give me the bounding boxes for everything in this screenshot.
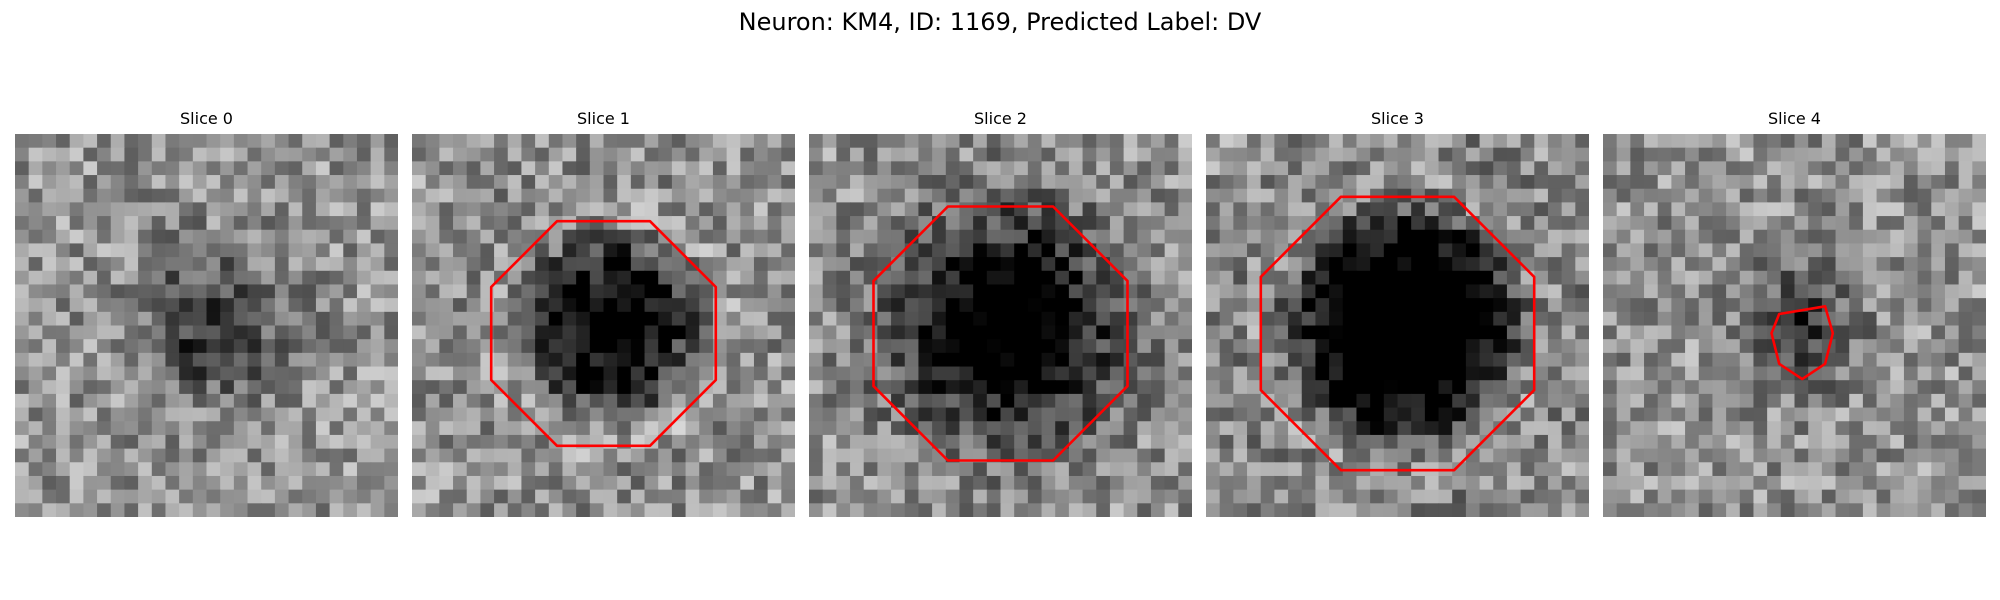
slice-title: Slice 3: [1371, 109, 1424, 128]
slice-image: [809, 134, 1192, 517]
slice-image: [412, 134, 795, 517]
slice-title: Slice 1: [577, 109, 630, 128]
figure-title: Neuron: KM4, ID: 1169, Predicted Label: …: [738, 8, 1262, 36]
slice-title: Slice 0: [180, 109, 233, 128]
slice-panel-0: Slice 0: [15, 108, 398, 518]
slice-panel-1: Slice 1: [412, 108, 795, 518]
contour-outline: [1259, 195, 1536, 472]
contour-outline: [872, 205, 1129, 462]
slice-title: Slice 2: [974, 109, 1027, 128]
slice-image: [15, 134, 398, 517]
slice-panel-4: Slice 4: [1603, 108, 1986, 518]
slice-panel-2: Slice 2: [809, 108, 1192, 518]
contour-outline: [489, 219, 718, 448]
slice-panel-3: Slice 3: [1206, 108, 1589, 518]
slice-title: Slice 4: [1768, 109, 1821, 128]
contour-outline: [1770, 305, 1835, 381]
slice-image: [1603, 134, 1986, 517]
slice-image: [1206, 134, 1589, 517]
